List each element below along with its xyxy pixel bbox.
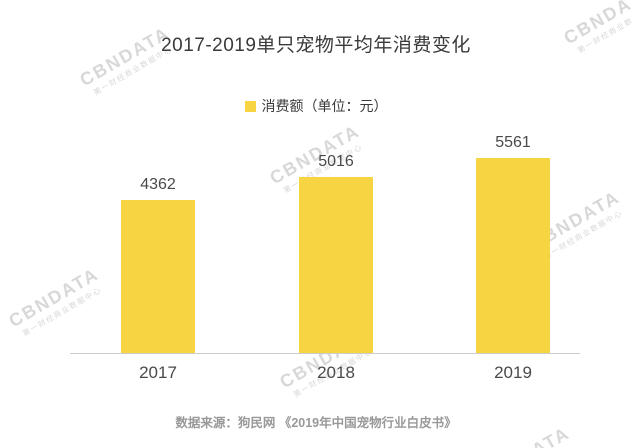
legend-label: 消费额（单位：元） — [261, 98, 388, 114]
bar — [121, 200, 195, 353]
bar-value-label: 5016 — [318, 153, 354, 170]
bar-value-label: 4362 — [140, 176, 176, 193]
watermark-subtitle-text: 第一财经商业数据中心 — [487, 441, 579, 448]
data-source-note: 数据来源：狗民网 《2019年中国宠物行业白皮书》 — [175, 416, 457, 430]
chart-title: 2017-2019单只宠物平均年消费变化 — [161, 35, 471, 56]
legend-swatch-icon — [244, 100, 256, 112]
x-axis-line — [70, 353, 580, 354]
x-axis-tick-label: 2018 — [317, 363, 355, 382]
bar-value-label: 5561 — [495, 134, 531, 151]
x-axis-tick-label: 2017 — [139, 363, 177, 382]
x-axis-tick-label: 2019 — [494, 363, 532, 382]
watermark-subtitle-text: 第一财经商业数据中心 — [541, 208, 625, 261]
bar — [476, 158, 550, 353]
watermark-subtitle-text: 第一财经商业数据中心 — [20, 285, 104, 338]
watermark-brand-text: CBNDATA — [5, 263, 103, 332]
bar — [299, 177, 373, 353]
chart-legend: 消费额（单位：元） — [0, 96, 632, 116]
